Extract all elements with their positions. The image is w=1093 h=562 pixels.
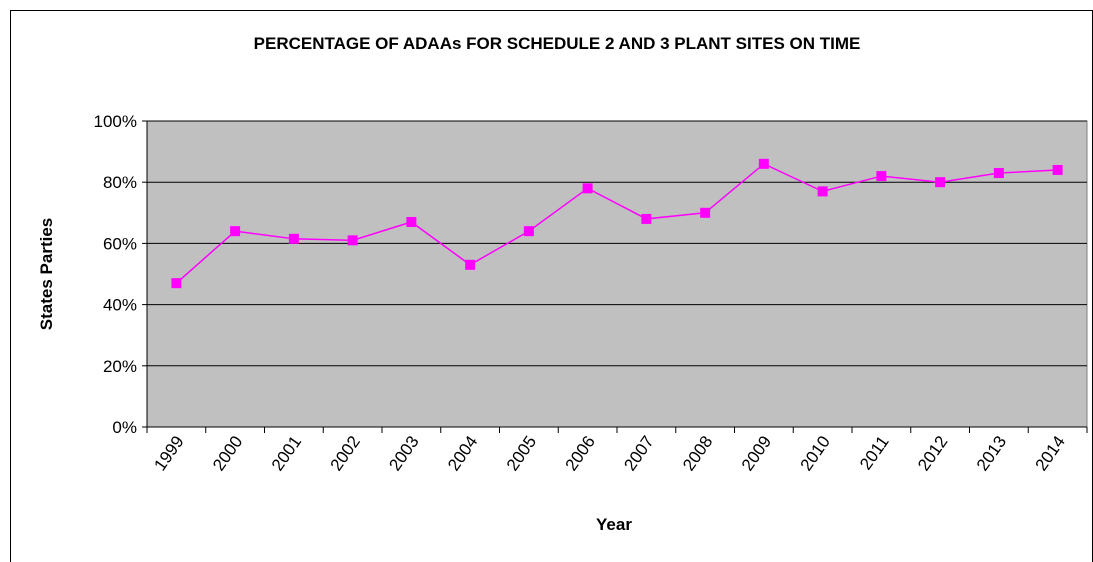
- x-tick-label: 2007: [620, 432, 657, 474]
- marker: [935, 177, 946, 188]
- marker: [288, 233, 299, 244]
- y-tick-label: 80%: [103, 173, 137, 192]
- series-line: [175, 162, 1058, 284]
- marker: [230, 226, 241, 237]
- x-tick-label: 1999: [150, 432, 187, 474]
- x-tick-label: 2009: [738, 432, 775, 474]
- marker: [406, 216, 417, 227]
- y-tick-label: 20%: [103, 357, 137, 376]
- marker: [993, 168, 1004, 179]
- plot-area: [146, 120, 1088, 428]
- y-axis-label: States Parties: [37, 218, 56, 330]
- marker: [876, 171, 887, 182]
- y-tick-label: 0%: [112, 418, 137, 437]
- y-tick-label: 60%: [103, 234, 137, 253]
- x-tick-label: 2000: [209, 432, 246, 474]
- marker: [1052, 164, 1063, 175]
- y-tick-label: 100%: [94, 112, 137, 131]
- x-axis-label: Year: [596, 515, 632, 534]
- x-tick-label: 2001: [268, 432, 305, 474]
- x-tick-label: 2012: [914, 432, 951, 474]
- marker: [347, 235, 358, 246]
- x-tick-label: 2006: [562, 432, 599, 474]
- x-tick-label: 2003: [385, 432, 422, 474]
- x-tick-label: 2008: [679, 432, 716, 474]
- marker: [700, 207, 711, 218]
- x-tick-label: 2002: [327, 432, 364, 474]
- marker: [523, 226, 534, 237]
- marker: [171, 278, 182, 289]
- x-tick-label: 2013: [973, 432, 1010, 474]
- marker: [641, 213, 652, 224]
- chart-title: PERCENTAGE OF ADAAs FOR SCHEDULE 2 AND 3…: [254, 34, 861, 53]
- marker: [582, 183, 593, 194]
- y-tick-label: 40%: [103, 296, 137, 315]
- x-tick-label: 2005: [503, 432, 540, 474]
- x-tick-label: 2014: [1032, 432, 1069, 474]
- marker: [817, 186, 828, 197]
- x-tick-label: 2010: [797, 432, 834, 474]
- x-tick-label: 2011: [856, 432, 893, 473]
- marker: [465, 259, 476, 270]
- x-tick-label: 2004: [444, 432, 481, 474]
- marker: [758, 158, 769, 169]
